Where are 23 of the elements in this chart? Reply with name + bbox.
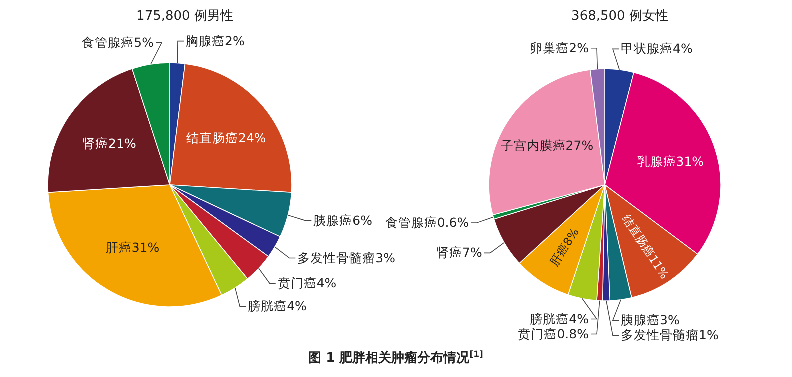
slice-label: 肾癌21% (82, 136, 136, 151)
slice-label: 贲门癌4% (278, 276, 337, 291)
slice-label: 贲门癌0.8% (518, 326, 590, 342)
slice-label: 卵巢癌2% (530, 40, 590, 56)
chart-title: 175,800 例男性 (136, 9, 234, 24)
slice-label: 结直肠癌24% (186, 130, 266, 146)
slice-label: 胸腺癌2% (186, 33, 245, 48)
slice-label: 胰腺癌6% (314, 212, 373, 228)
slice-label: 肾癌7% (436, 245, 482, 260)
slice-label: 多发性骨髓瘤1% (621, 328, 719, 343)
slice-label: 乳腺癌31% (637, 154, 704, 169)
slice-label: 膀胱癌4% (248, 298, 308, 314)
slice-label: 食管腺癌0.6% (385, 214, 470, 230)
slice-label: 胰腺癌3% (621, 312, 680, 328)
caption: 图 1 肥胖相关肿瘤分布情况$^{[1]}$ (308, 349, 484, 366)
slice-label: 膀胱癌4% (530, 311, 590, 326)
slice-label: 肝癌31% (106, 240, 160, 256)
slice-label: 食管腺癌5% (82, 34, 154, 50)
slice-label: 多发性骨髓瘤3% (298, 250, 396, 266)
slice-label: 肝癌8% (547, 226, 582, 269)
slice-label: 甲状腺癌4% (621, 41, 693, 56)
slice-label: 子宫内膜癌27% (500, 138, 594, 154)
chart-title: 368,500 例女性 (572, 9, 668, 24)
